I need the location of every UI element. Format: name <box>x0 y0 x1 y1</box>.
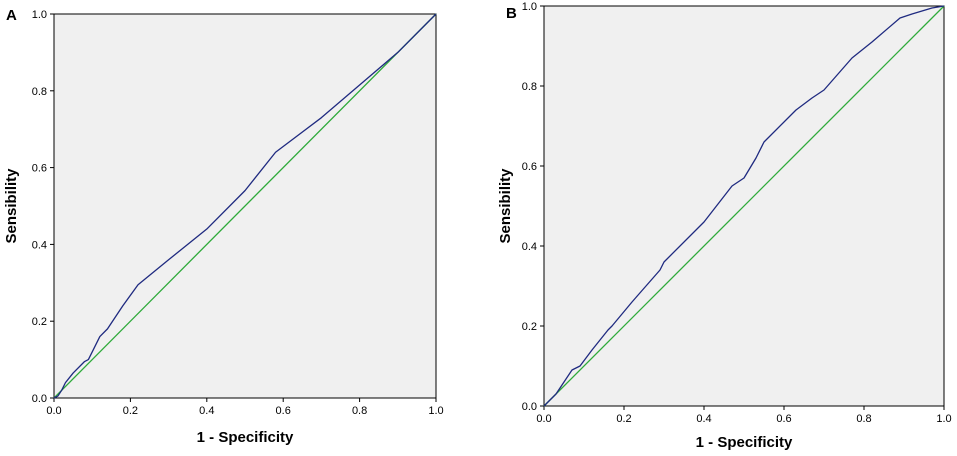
y-tick-label: 1.0 <box>522 1 537 13</box>
x-tick-label: 1.0 <box>936 413 951 425</box>
panel-label: B <box>506 5 517 22</box>
x-tick-label: 0.6 <box>276 405 291 417</box>
x-tick-label: 0.8 <box>352 405 367 417</box>
chart-panel-b: 0.0 0.2 0.4 0.6 0.8 1.0 0.0 0.2 0.4 0.6 0.8 1.0 1 - … <box>497 1 952 451</box>
y-axis-title: Sensibility <box>3 168 20 244</box>
x-tick-label: 0.0 <box>536 413 551 425</box>
y-tick-label: 0.8 <box>32 86 47 98</box>
x-axis-title: 1 - Specificity <box>696 434 793 451</box>
x-tick-label: 0.2 <box>616 413 631 425</box>
x-tick-label: 0.4 <box>696 413 711 425</box>
reference-diagonal-line <box>543 5 945 407</box>
chart-panel-a: 0.0 0.2 0.4 0.6 0.8 1.0 0.0 0.2 0.4 0.6 0.8 1.0 1 - … <box>3 7 444 446</box>
y-tick-label: 0.4 <box>32 239 47 251</box>
roc-curve-line <box>543 5 945 407</box>
y-tick-label: 0.2 <box>32 316 47 328</box>
y-tick-label: 0.4 <box>522 241 537 253</box>
x-tick-label: 0.8 <box>856 413 871 425</box>
reference-diagonal-line <box>53 13 437 399</box>
y-tick-label: 0.8 <box>522 81 537 93</box>
y-tick-label: 0.0 <box>32 393 47 405</box>
y-tick-label: 0.2 <box>522 321 537 333</box>
y-tick-label: 0.6 <box>32 163 47 175</box>
x-tick-label: 0.2 <box>123 405 138 417</box>
x-tick-label: 0.0 <box>46 405 61 417</box>
roc-curve-line <box>53 13 437 399</box>
y-axis-title: Sensibility <box>497 168 514 244</box>
x-axis-title: 1 - Specificity <box>197 429 294 446</box>
x-tick-label: 0.4 <box>199 405 214 417</box>
y-tick-label: 0.6 <box>522 161 537 173</box>
panel-label: A <box>6 7 17 24</box>
y-tick-label: 0.0 <box>522 401 537 413</box>
x-tick-label: 0.6 <box>776 413 791 425</box>
y-tick-label: 1.0 <box>32 9 47 21</box>
x-tick-label: 1.0 <box>428 405 443 417</box>
